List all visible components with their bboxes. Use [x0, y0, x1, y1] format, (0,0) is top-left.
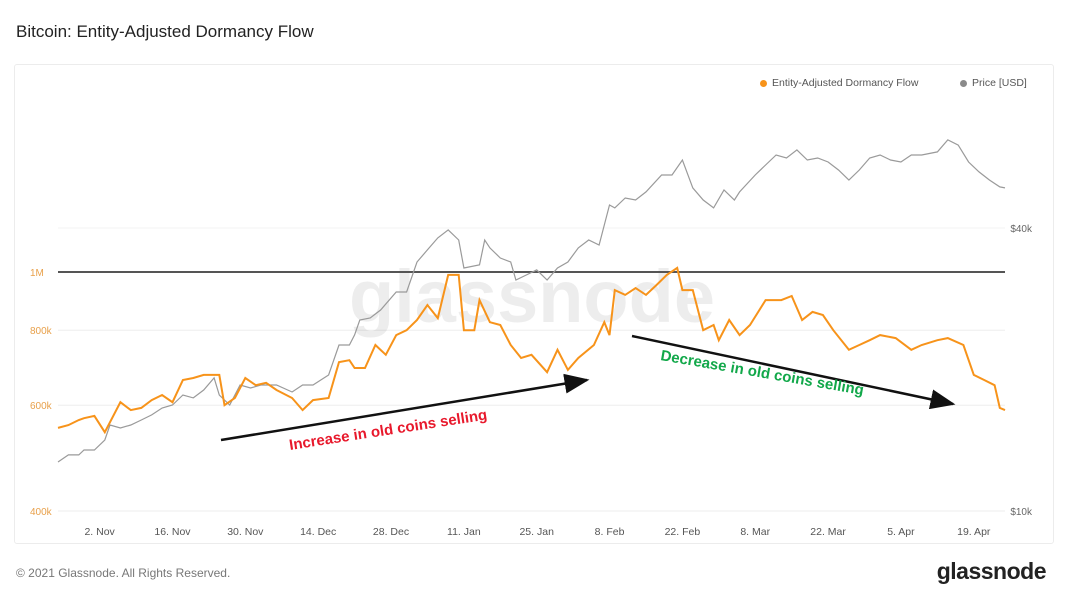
chart-frame [14, 64, 1054, 544]
glassnode-logo: glassnode [936, 558, 1047, 584]
dormancy-flow-line [57, 266, 1006, 435]
y-left-tick-label: 400k [30, 507, 53, 518]
legend-item-dormancy[interactable]: Entity-Adjusted Dormancy Flow [760, 77, 918, 89]
x-tick-label: 19. Apr [957, 526, 991, 538]
x-tick-label: 25. Jan [519, 526, 554, 538]
x-tick-label: 22. Feb [665, 526, 701, 538]
x-tick-label: 16. Nov [154, 526, 191, 538]
x-tick-label: 28. Dec [373, 526, 409, 538]
chart-title: Bitcoin: Entity-Adjusted Dormancy Flow [16, 22, 314, 41]
x-tick-label: 8. Mar [740, 526, 770, 538]
legend-label: Entity-Adjusted Dormancy Flow [772, 77, 919, 89]
copyright: © 2021 Glassnode. All Rights Reserved. [16, 566, 231, 580]
y-right-tick-label: $40k [1010, 224, 1033, 235]
decrease-annotation: Decrease in old coins selling [659, 347, 865, 399]
y-left-tick-label: 600k [30, 401, 53, 412]
x-tick-label: 2. Nov [84, 526, 115, 538]
decrease-arrow [631, 334, 956, 410]
gray-dot-icon [960, 79, 967, 87]
orange-dot-icon [760, 79, 767, 87]
y-left-tick-label: 1M [30, 268, 44, 279]
increase-arrow [220, 373, 590, 442]
x-tick-label: 5. Apr [887, 526, 915, 538]
legend-item-price[interactable]: Price [USD] [960, 77, 1027, 89]
watermark: glassnode [349, 255, 715, 338]
y-left-tick-label: 800k [30, 326, 53, 337]
x-tick-label: 30. Nov [227, 526, 264, 538]
x-tick-label: 11. Jan [447, 526, 481, 538]
x-tick-label: 14. Dec [300, 526, 336, 538]
price-line [57, 139, 1006, 463]
x-tick-label: 22. Mar [810, 526, 846, 538]
y-right-tick-label: $10k [1010, 507, 1033, 518]
x-tick-label: 8. Feb [595, 526, 625, 538]
legend-label: Price [USD] [972, 77, 1027, 89]
